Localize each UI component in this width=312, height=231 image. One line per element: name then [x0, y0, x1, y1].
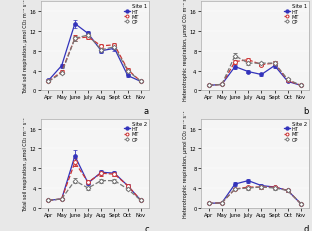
Text: c: c [144, 224, 149, 231]
Legend: Site 1, HT, MT, CP: Site 1, HT, MT, CP [284, 4, 307, 26]
Y-axis label: Total soil respiration, μmol CO₂ m⁻² s⁻¹: Total soil respiration, μmol CO₂ m⁻² s⁻¹ [22, 116, 27, 211]
Text: a: a [144, 107, 149, 116]
Legend: Site 2, HT, MT, CP: Site 2, HT, MT, CP [284, 121, 307, 143]
Y-axis label: Total soil respiration, μmol CO₂ m⁻² s⁻¹: Total soil respiration, μmol CO₂ m⁻² s⁻¹ [22, 0, 27, 94]
Text: b: b [304, 107, 309, 116]
Legend: Site 2, HT, MT, CP: Site 2, HT, MT, CP [124, 121, 147, 143]
Y-axis label: Heterotrophic respiration, μmol CO₂ m⁻² s⁻¹: Heterotrophic respiration, μmol CO₂ m⁻² … [183, 110, 188, 217]
Legend: Site 1, HT, MT, CP: Site 1, HT, MT, CP [124, 4, 147, 26]
Text: d: d [304, 224, 309, 231]
Y-axis label: Heterotrophic respiration, μmol CO₂ m⁻² s⁻¹: Heterotrophic respiration, μmol CO₂ m⁻² … [183, 0, 188, 100]
